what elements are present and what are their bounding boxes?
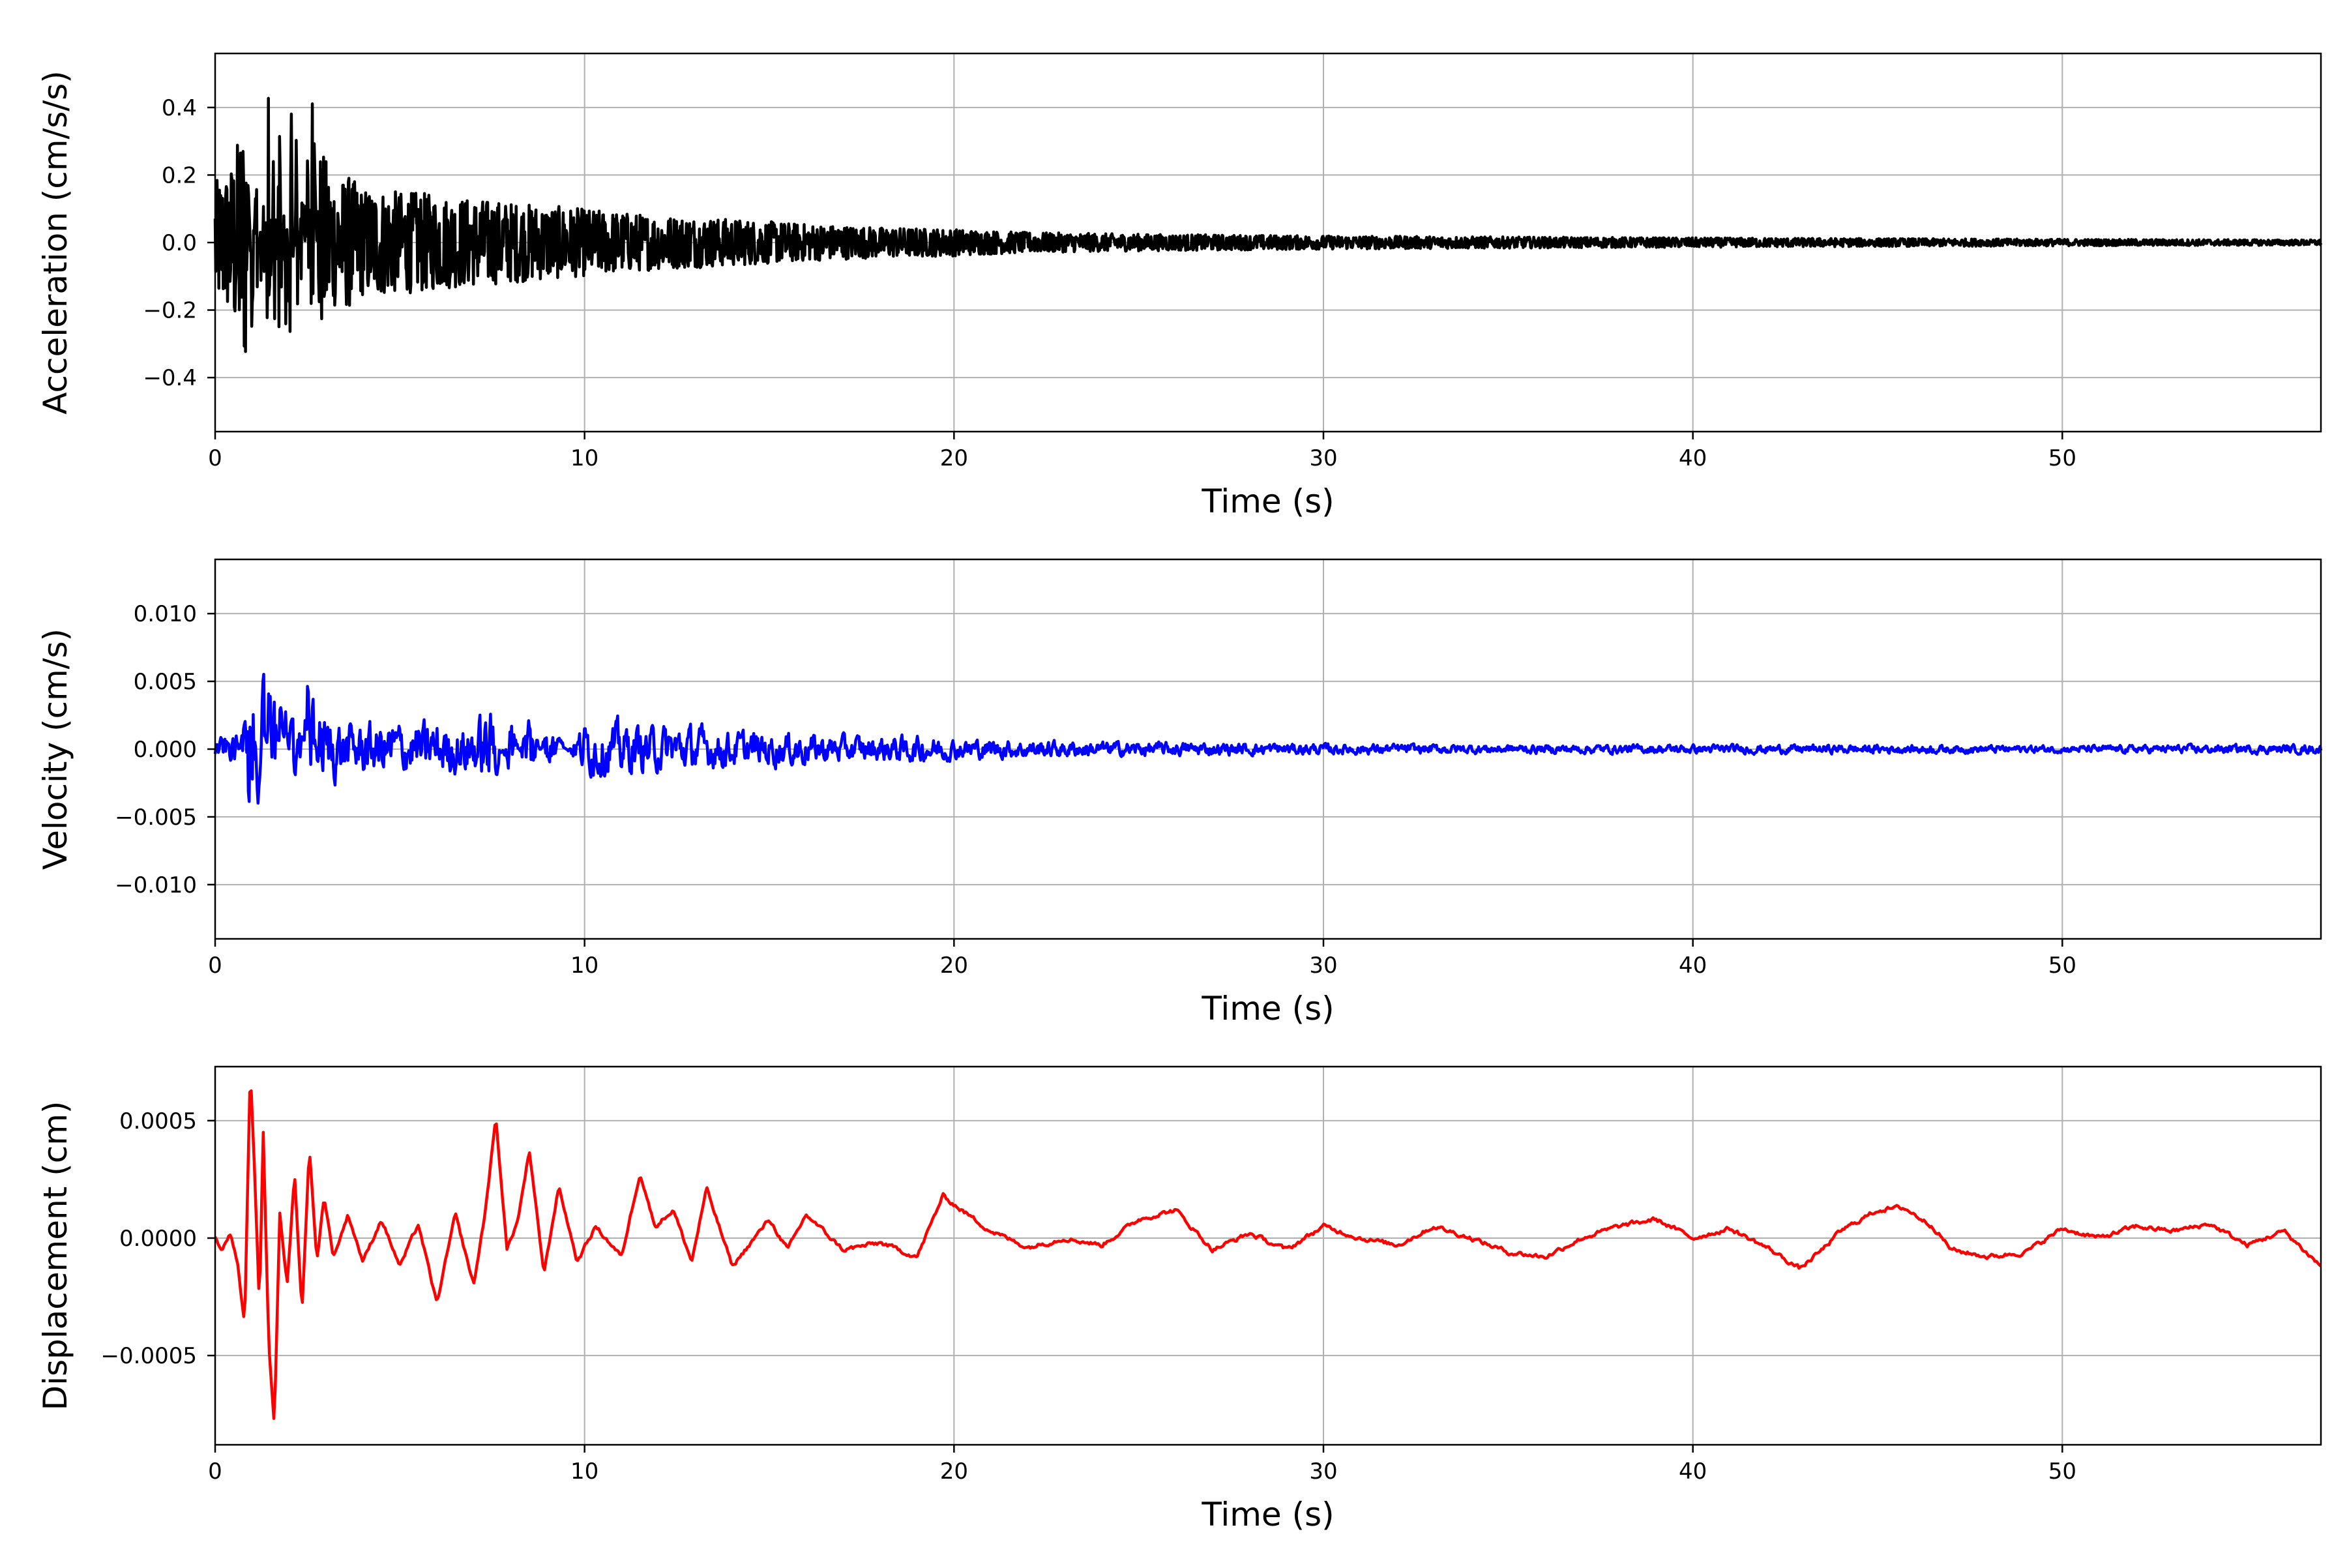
displacement-xtick-label: 20 <box>940 1458 968 1485</box>
velocity-xtick-label: 50 <box>2048 953 2076 979</box>
velocity-xtick-label: 10 <box>570 953 598 979</box>
acceleration-xtick-label: 10 <box>570 445 598 471</box>
velocity-yaxis-label: Velocity (cm/s) <box>37 629 74 870</box>
velocity-ytick-label: −0.005 <box>115 805 197 831</box>
velocity-series-line <box>213 672 2323 805</box>
acceleration-ytick-label: 0.0 <box>162 230 197 256</box>
displacement-xtick-label: 0 <box>208 1458 222 1485</box>
acceleration-ytick-label: −0.4 <box>143 365 197 391</box>
velocity-ytick-label: 0.000 <box>134 737 197 763</box>
acceleration-xtick-label: 20 <box>940 445 968 471</box>
velocity-ytick-label: 0.010 <box>134 601 197 627</box>
displacement-ytick-label: 0.0000 <box>119 1226 197 1252</box>
displacement-xaxis-label: Time (s) <box>1201 1496 1334 1533</box>
displacement-ytick-label: 0.0005 <box>119 1108 197 1134</box>
displacement-series-line <box>213 1089 2322 1420</box>
acceleration-xtick-label: 40 <box>1679 445 1707 471</box>
velocity-xtick-label: 0 <box>208 953 222 979</box>
acceleration-xaxis-label: Time (s) <box>1201 482 1334 520</box>
velocity-xtick-label: 30 <box>1309 953 1337 979</box>
velocity-xtick-label: 20 <box>940 953 968 979</box>
displacement-ytick-label: −0.0005 <box>101 1343 197 1369</box>
velocity-chart: 0 10 20 30 40 50 −0.010 −0.005 0.000 0.005 0.010 Ti… <box>37 558 2323 1028</box>
displacement-xtick-label: 50 <box>2048 1458 2076 1485</box>
displacement-axes-frame <box>214 1065 2322 1446</box>
acceleration-xtick-label: 50 <box>2048 445 2076 471</box>
acceleration-ytick-label: 0.4 <box>162 95 197 121</box>
acceleration-series-line <box>213 96 2323 353</box>
velocity-ytick-label: −0.010 <box>115 872 197 898</box>
acceleration-ytick-label: 0.2 <box>162 162 197 188</box>
acceleration-ytick-label: −0.2 <box>143 298 197 324</box>
displacement-xtick-label: 10 <box>570 1458 598 1485</box>
displacement-xtick-label: 40 <box>1679 1458 1707 1485</box>
displacement-yaxis-label: Displacement (cm) <box>37 1101 74 1411</box>
acceleration-xtick-label: 30 <box>1309 445 1337 471</box>
velocity-xtick-label: 40 <box>1679 953 1707 979</box>
acceleration-yaxis-label: Acceleration (cm/s/s) <box>37 70 74 415</box>
velocity-xaxis-label: Time (s) <box>1201 990 1334 1028</box>
displacement-xtick-label: 30 <box>1309 1458 1337 1485</box>
displacement-chart: 0 10 20 30 40 50 −0.0005 0.0000 0.0005 Time (s) Di… <box>37 1065 2322 1533</box>
acceleration-chart: 0 10 20 30 40 50 −0.4 −0.2 0.0 0.2 0.4 Time (s) Acce… <box>37 52 2323 520</box>
acceleration-xtick-label: 0 <box>208 445 222 471</box>
velocity-ytick-label: 0.005 <box>134 669 197 695</box>
